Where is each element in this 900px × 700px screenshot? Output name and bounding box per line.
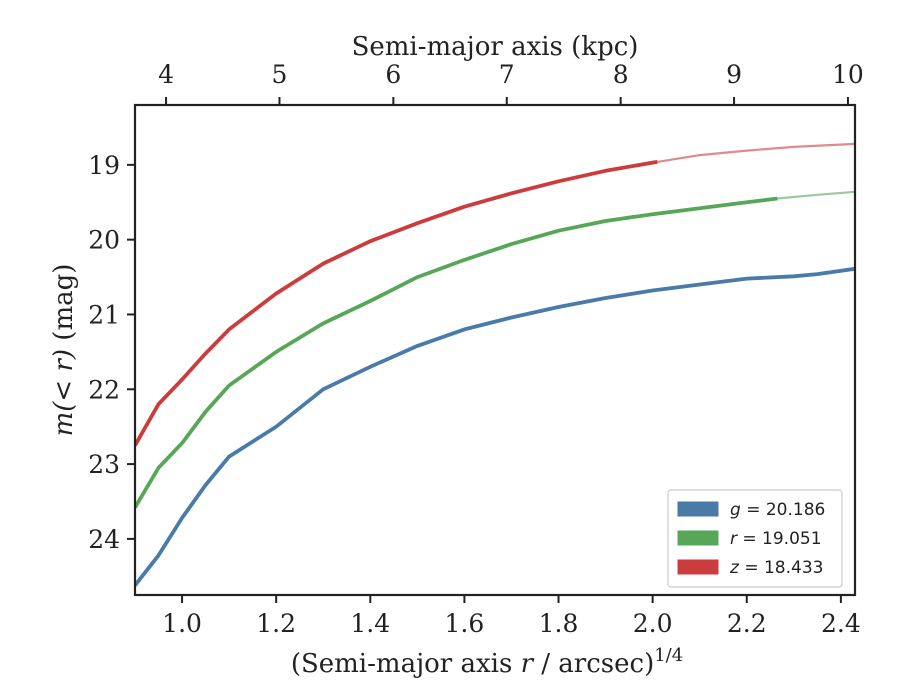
x-top-tick-label: 10: [832, 60, 864, 89]
legend-var: g: [730, 500, 741, 520]
x-tick-label: 2.4: [821, 609, 861, 638]
legend-label-r: r = 19.051: [730, 529, 822, 549]
y-tick-label: 22: [88, 375, 120, 404]
legend-swatch-r: [677, 530, 719, 546]
y-tick-label: 23: [88, 450, 120, 479]
legend-value: = 19.051: [737, 529, 822, 549]
legend-label-g: g = 20.186: [730, 500, 825, 520]
series-line-r-extrapolated: [777, 190, 855, 200]
x-top-axis-title: Semi-major axis (kpc): [352, 32, 639, 62]
x-top-tick-label: 7: [499, 60, 515, 89]
y-tick-label: 19: [88, 151, 120, 180]
legend-swatch-z: [677, 559, 719, 575]
legend-var: r: [730, 529, 738, 549]
x-tick-label: 2.2: [727, 609, 767, 638]
x-tick-label: 1.8: [539, 609, 579, 638]
x-axis-title-var: r: [521, 649, 535, 679]
x-axis-title: (Semi-major axis r / arcsec)1/4: [291, 645, 683, 679]
plot-frame: [133, 103, 857, 597]
x-axis-title-pre: (Semi-major axis: [291, 649, 521, 679]
y-tick-label: 20: [88, 226, 120, 255]
legend-value: = 18.433: [739, 558, 824, 578]
legend-swatch-g: [677, 501, 719, 517]
x-top-tick-label: 9: [726, 60, 742, 89]
y-axis-title-unit: (mag): [49, 264, 79, 349]
series-group: [135, 142, 855, 587]
x-top-tick-label: 8: [613, 60, 629, 89]
x-tick-label: 1.6: [445, 609, 485, 638]
legend-label-z: z = 18.433: [729, 558, 823, 578]
x-top-tick-label: 6: [385, 60, 401, 89]
x-axis-title-sup: 1/4: [654, 645, 683, 666]
y-tick-label: 24: [88, 525, 120, 554]
x-tick-label: 1.2: [256, 609, 296, 638]
series-line-r: [135, 196, 778, 509]
x-axis-title-post: / arcsec): [533, 649, 654, 679]
x-tick-label: 2.0: [633, 609, 673, 638]
y-axis-title: m(< r) (mag): [49, 264, 79, 437]
series-line-z-extrapolated: [657, 142, 855, 163]
legend-var: z: [729, 558, 740, 578]
series-line-z: [135, 160, 658, 447]
legend-value: = 20.186: [741, 500, 826, 520]
y-tick-label: 21: [88, 300, 120, 329]
x-top-tick-label: 5: [272, 60, 288, 89]
x-tick-label: 1.4: [350, 609, 390, 638]
x-tick-label: 1.0: [162, 609, 202, 638]
x-top-tick-label: 4: [158, 60, 174, 89]
y-axis-title-math: m(< r): [49, 349, 79, 436]
series-line-g: [135, 266, 855, 587]
